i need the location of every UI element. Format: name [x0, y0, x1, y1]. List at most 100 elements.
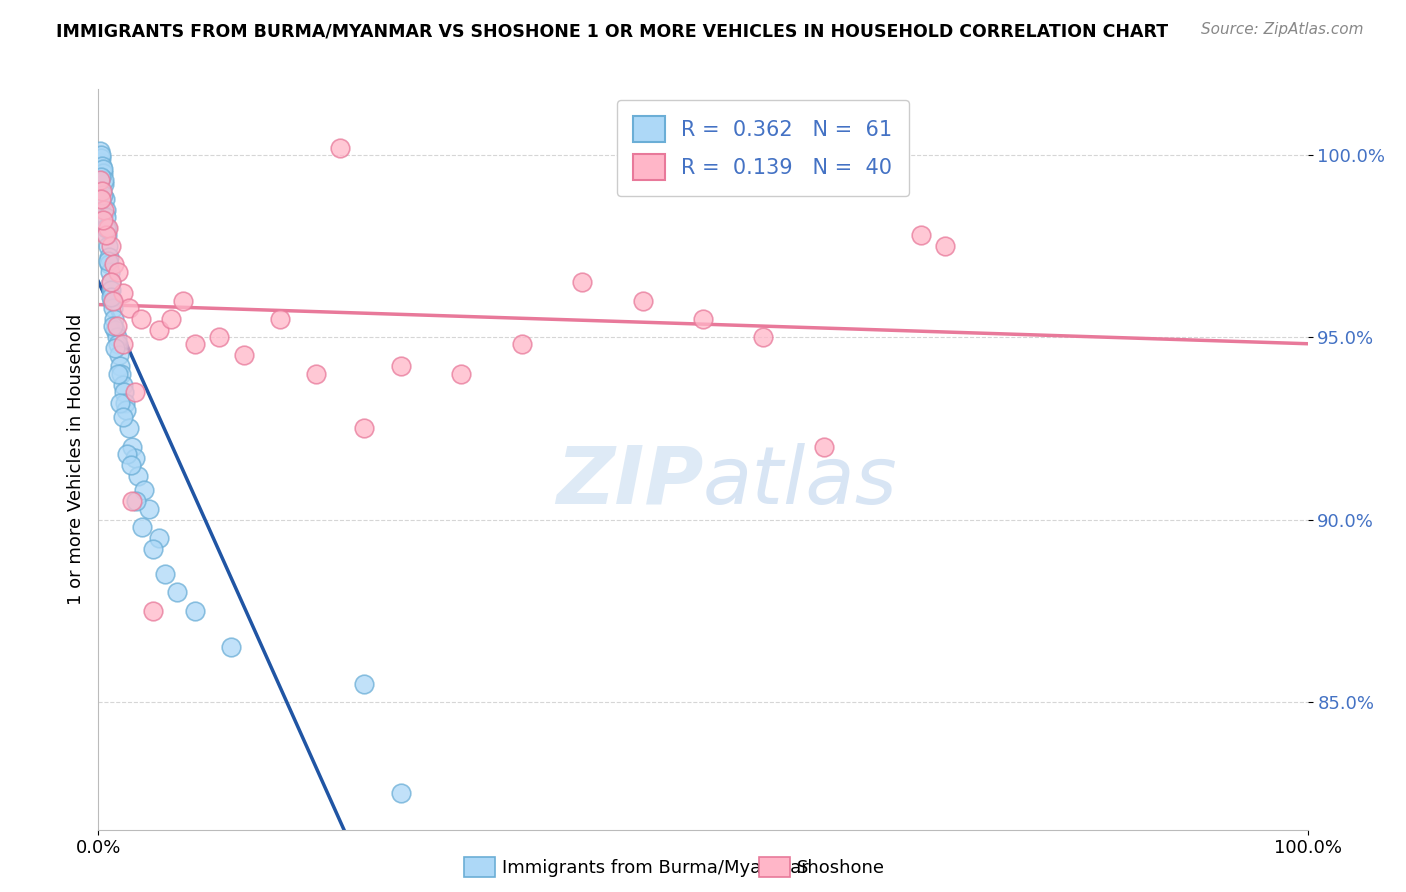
Point — [103, 257, 125, 271]
Point — [269, 312, 291, 326]
Point — [105, 330, 128, 344]
Point — [353, 421, 375, 435]
Point — [129, 312, 152, 326]
Point — [104, 341, 127, 355]
Point — [752, 330, 775, 344]
Point — [107, 337, 129, 351]
Point — [112, 384, 135, 399]
Point — [148, 323, 170, 337]
Point — [100, 276, 122, 290]
Point — [172, 293, 194, 308]
Point — [104, 323, 127, 337]
Point — [114, 396, 136, 410]
Point — [108, 396, 131, 410]
Point — [111, 337, 134, 351]
Point — [121, 494, 143, 508]
Point — [142, 541, 165, 556]
Point — [148, 531, 170, 545]
Point — [160, 312, 183, 326]
Point — [101, 319, 124, 334]
Text: ZIP: ZIP — [555, 442, 703, 521]
Point — [450, 367, 472, 381]
Text: IMMIGRANTS FROM BURMA/MYANMAR VS SHOSHONE 1 OR MORE VEHICLES IN HOUSEHOLD CORREL: IMMIGRANTS FROM BURMA/MYANMAR VS SHOSHON… — [56, 22, 1168, 40]
Point — [90, 152, 112, 166]
Point — [98, 264, 121, 278]
Point — [184, 337, 207, 351]
Point — [111, 286, 134, 301]
Point — [94, 220, 117, 235]
Point — [389, 786, 412, 800]
Point — [96, 220, 118, 235]
Point — [118, 421, 141, 435]
Point — [100, 293, 122, 308]
Point — [97, 239, 120, 253]
Point — [124, 384, 146, 399]
Point — [111, 377, 134, 392]
Point — [110, 367, 132, 381]
Point — [108, 359, 131, 374]
Point — [91, 166, 114, 180]
Point — [153, 567, 176, 582]
Point — [107, 264, 129, 278]
Point — [91, 184, 114, 198]
Point — [120, 458, 142, 472]
Point — [631, 293, 654, 308]
Point — [93, 202, 115, 217]
Point — [91, 159, 114, 173]
Point — [329, 140, 352, 154]
Text: Shoshone: Shoshone — [797, 859, 886, 877]
Point — [101, 293, 124, 308]
Point — [305, 367, 328, 381]
Point — [101, 301, 124, 315]
Point — [124, 450, 146, 465]
Point — [108, 348, 131, 362]
Point — [910, 228, 932, 243]
Point — [571, 276, 593, 290]
Text: Immigrants from Burma/Myanmar: Immigrants from Burma/Myanmar — [502, 859, 808, 877]
Point — [96, 210, 118, 224]
Point — [125, 494, 148, 508]
Legend: R =  0.362   N =  61, R =  0.139   N =  40: R = 0.362 N = 61, R = 0.139 N = 40 — [617, 100, 910, 196]
Point — [389, 359, 412, 374]
Point — [166, 585, 188, 599]
Point — [142, 604, 165, 618]
Point — [91, 213, 114, 227]
Point — [118, 301, 141, 315]
Point — [813, 440, 835, 454]
Point — [90, 148, 112, 162]
Point — [107, 367, 129, 381]
Point — [131, 520, 153, 534]
Point — [111, 410, 134, 425]
Point — [100, 239, 122, 253]
Point — [127, 468, 149, 483]
Point — [105, 319, 128, 334]
Point — [97, 253, 120, 268]
Point — [89, 173, 111, 187]
Text: atlas: atlas — [703, 442, 898, 521]
Point — [208, 330, 231, 344]
Point — [115, 403, 138, 417]
Point — [90, 169, 112, 184]
Point — [221, 640, 243, 655]
Point — [93, 177, 115, 191]
Point — [93, 173, 115, 187]
Y-axis label: 1 or more Vehicles in Household: 1 or more Vehicles in Household — [66, 314, 84, 605]
Point — [184, 604, 207, 618]
Point — [353, 676, 375, 690]
Point — [100, 290, 122, 304]
Point — [89, 145, 111, 159]
Point — [94, 228, 117, 243]
Point — [97, 220, 120, 235]
Point — [91, 188, 114, 202]
Point — [510, 337, 533, 351]
Point — [96, 228, 118, 243]
Point — [91, 162, 114, 177]
Point — [692, 312, 714, 326]
Point — [100, 276, 122, 290]
Text: Source: ZipAtlas.com: Source: ZipAtlas.com — [1201, 22, 1364, 37]
Point — [117, 447, 139, 461]
Point — [100, 283, 122, 297]
Point — [94, 202, 117, 217]
Point — [934, 239, 956, 253]
Point — [98, 257, 121, 271]
